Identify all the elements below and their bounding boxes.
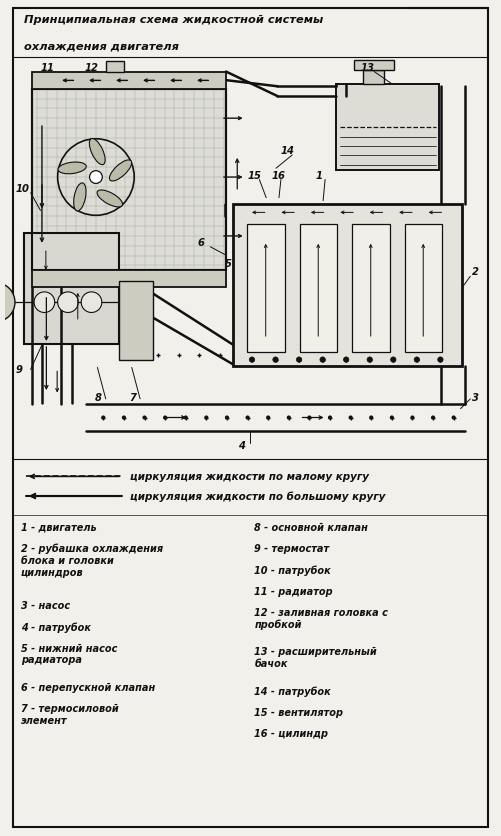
Text: 15: 15	[248, 171, 262, 181]
Bar	[336, 84, 439, 171]
Text: 7 - термосиловой
элемент: 7 - термосиловой элемент	[21, 704, 119, 725]
Bar	[106, 62, 124, 73]
Circle shape	[249, 358, 255, 363]
Text: 5 - нижний насос
радиатора: 5 - нижний насос радиатора	[21, 643, 117, 665]
Bar	[119, 288, 145, 314]
Text: Принципиальная схема жидкостной системы: Принципиальная схема жидкостной системы	[24, 15, 323, 25]
Circle shape	[273, 358, 278, 363]
Ellipse shape	[74, 184, 86, 212]
Text: 2: 2	[472, 267, 479, 277]
Circle shape	[101, 416, 105, 420]
Circle shape	[58, 293, 78, 314]
Circle shape	[431, 416, 435, 420]
Circle shape	[307, 416, 312, 420]
Text: 9: 9	[16, 365, 23, 375]
Circle shape	[451, 416, 456, 420]
Text: 6 - перепускной клапан: 6 - перепускной клапан	[21, 682, 155, 692]
Circle shape	[184, 416, 188, 420]
Text: 10 - патрубок: 10 - патрубок	[255, 564, 331, 575]
Bar	[247, 224, 285, 353]
Text: 3: 3	[472, 393, 479, 403]
Ellipse shape	[58, 163, 86, 175]
Circle shape	[328, 416, 332, 420]
Circle shape	[414, 358, 419, 363]
Text: 4: 4	[238, 441, 245, 451]
Ellipse shape	[97, 191, 123, 207]
Bar	[32, 271, 226, 288]
Circle shape	[369, 416, 373, 420]
Text: 12 - заливная головка с
пробкой: 12 - заливная головка с пробкой	[255, 607, 388, 630]
Circle shape	[163, 416, 167, 420]
Bar	[32, 89, 226, 271]
Text: 4 - патрубок: 4 - патрубок	[21, 622, 91, 632]
Text: 13 - расширительный
бачок: 13 - расширительный бачок	[255, 646, 377, 668]
Text: охлаждения двигателя: охлаждения двигателя	[24, 42, 179, 52]
Text: 8: 8	[95, 393, 101, 403]
Text: 10: 10	[16, 184, 30, 194]
Text: 11: 11	[41, 63, 55, 73]
Ellipse shape	[110, 161, 132, 181]
Text: 3 - насос: 3 - насос	[21, 600, 70, 610]
Text: 14 - патрубок: 14 - патрубок	[255, 686, 331, 696]
Bar	[300, 224, 337, 353]
Bar	[32, 73, 226, 89]
Bar	[32, 89, 226, 271]
Circle shape	[349, 416, 353, 420]
Circle shape	[287, 416, 291, 420]
Text: 1 - двигатель: 1 - двигатель	[21, 522, 97, 532]
Circle shape	[320, 358, 325, 363]
Bar	[352, 224, 390, 353]
Text: 2 - рубашка охлаждения
блока и головки
цилиндров: 2 - рубашка охлаждения блока и головки ц…	[21, 543, 163, 577]
Circle shape	[410, 416, 414, 420]
Circle shape	[0, 283, 15, 323]
Ellipse shape	[89, 140, 105, 166]
Text: 13: 13	[361, 63, 375, 73]
Circle shape	[344, 358, 349, 363]
Circle shape	[390, 416, 394, 420]
Circle shape	[367, 358, 372, 363]
Circle shape	[204, 416, 208, 420]
Circle shape	[34, 293, 55, 314]
Text: 9 - термостат: 9 - термостат	[255, 543, 330, 553]
Text: 5: 5	[225, 259, 232, 269]
Bar	[24, 234, 119, 344]
Text: циркуляция жидкости по малому кругу: циркуляция жидкости по малому кругу	[130, 472, 369, 482]
Circle shape	[90, 171, 102, 184]
Bar	[405, 224, 442, 353]
Circle shape	[438, 358, 443, 363]
Text: 8 - основной клапан: 8 - основной клапан	[255, 522, 368, 532]
Circle shape	[81, 293, 102, 314]
Text: 12: 12	[85, 63, 99, 73]
Bar	[354, 61, 394, 71]
Text: 6: 6	[197, 237, 204, 247]
Text: 14: 14	[281, 146, 295, 156]
Circle shape	[122, 416, 126, 420]
Circle shape	[391, 358, 396, 363]
Text: циркуляция жидкости по большому кругу: циркуляция жидкости по большому кругу	[130, 492, 386, 502]
Circle shape	[266, 416, 270, 420]
Text: 1: 1	[315, 171, 322, 181]
Bar	[363, 71, 384, 84]
Circle shape	[142, 416, 147, 420]
Text: 16 - цилиндр: 16 - цилиндр	[255, 728, 329, 738]
Text: 15 - вентилятор: 15 - вентилятор	[255, 707, 343, 717]
Text: 7: 7	[129, 393, 136, 403]
Circle shape	[245, 416, 249, 420]
Circle shape	[0, 295, 3, 311]
Bar	[119, 282, 153, 360]
Text: 16: 16	[271, 171, 285, 181]
Text: 11 - радиатор: 11 - радиатор	[255, 586, 333, 596]
Circle shape	[297, 358, 302, 363]
Circle shape	[225, 416, 229, 420]
Bar	[233, 205, 461, 366]
